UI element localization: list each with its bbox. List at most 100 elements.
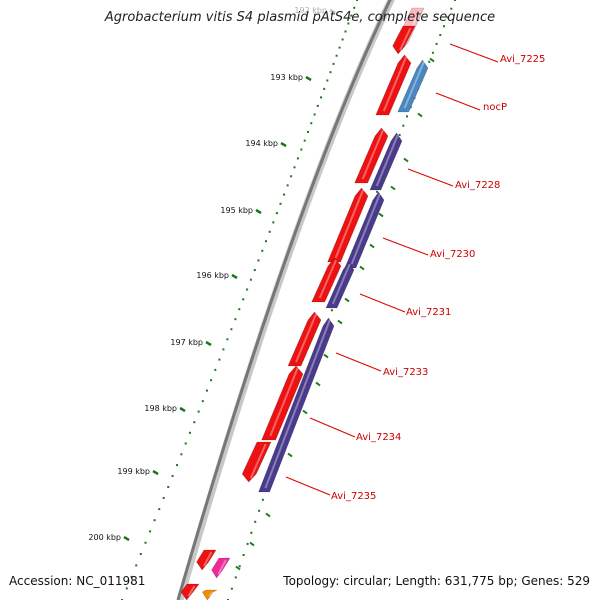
gene-highlight <box>382 56 407 112</box>
gc-dot <box>443 25 445 28</box>
gc-dot <box>435 42 438 45</box>
gene-label-avi-7233[interactable]: Avi_7233 <box>335 352 428 378</box>
gc-dot <box>300 148 303 151</box>
gene-arrow <box>261 365 304 441</box>
kbp-tick: 194 kbp <box>245 139 287 148</box>
label-connector <box>435 92 481 111</box>
gc-dot <box>261 498 264 501</box>
gene-label-avi-7225[interactable]: Avi_7225 <box>449 43 545 65</box>
gene-label-avi-7230[interactable]: Avi_7230 <box>382 237 475 260</box>
kbp-tick: 192 kbp <box>294 6 336 15</box>
gc-dot <box>275 212 278 215</box>
gene-avi-7234[interactable] <box>258 317 335 493</box>
label-connector <box>382 237 429 256</box>
outer-gc-dots <box>227 0 456 600</box>
tick-mark <box>179 406 186 413</box>
gene-label-text: Avi_7233 <box>383 367 428 378</box>
gene-small-2[interactable] <box>180 583 200 600</box>
gene-avi-7225-b[interactable] <box>392 25 416 55</box>
gc-skew-mark <box>315 381 321 387</box>
gc-dot <box>210 379 213 382</box>
gc-dot <box>197 410 200 413</box>
tick-label: 194 kbp <box>245 139 278 148</box>
gc-dot <box>316 104 319 107</box>
gene-highlight <box>249 443 267 479</box>
gc-dot <box>167 486 170 488</box>
gene-highlight <box>208 591 214 597</box>
gene-avi-7228-r[interactable] <box>369 132 403 191</box>
gc-dot <box>246 542 249 545</box>
gene-arrow <box>287 311 322 367</box>
gc-dot <box>283 193 286 196</box>
gc-dot <box>431 51 434 54</box>
tick-mark <box>123 535 130 542</box>
gc-dot <box>171 475 174 477</box>
gc-dot <box>320 96 322 99</box>
gc-dot <box>258 509 261 512</box>
gene-arrow <box>211 557 231 579</box>
gc-dot <box>153 519 156 522</box>
gc-dot <box>176 464 178 467</box>
gc-skew-mark <box>249 541 255 547</box>
gc-skew-mark <box>417 112 423 118</box>
gc-dot <box>125 587 128 590</box>
gene-avi-7228[interactable] <box>354 127 389 184</box>
gene-label-nocp[interactable]: nocP <box>435 92 507 113</box>
gene-highlight <box>361 129 384 180</box>
gc-dot <box>184 442 187 445</box>
gene-avi-7231[interactable] <box>311 257 342 303</box>
gene-arrow <box>392 25 416 55</box>
gene-label-avi-7235[interactable]: Avi_7235 <box>285 476 376 502</box>
kbp-tick: 199 kbp <box>117 467 159 476</box>
accession-text: Accession: NC_011981 <box>9 574 146 588</box>
gene-label-text: Avi_7234 <box>356 432 401 443</box>
summary-text: Topology: circular; Length: 631,775 bp; … <box>283 574 590 588</box>
tick-mark <box>305 75 312 82</box>
gc-dot <box>290 175 293 178</box>
gc-dot <box>376 190 379 193</box>
kbp-tick: 193 kbp <box>270 73 312 82</box>
gene-avi-7231-r[interactable] <box>325 261 355 309</box>
gc-dot <box>428 60 431 63</box>
gc-dot <box>310 122 313 125</box>
gene-avi-7233[interactable] <box>261 365 304 441</box>
gene-label-avi-7228[interactable]: Avi_7228 <box>407 168 500 191</box>
gc-dot <box>144 541 147 544</box>
gene-highlight <box>350 193 381 265</box>
gc-skew-mark <box>265 512 271 518</box>
gene-avi-7235[interactable] <box>241 441 272 483</box>
gc-dot <box>222 348 225 351</box>
tick-mark <box>329 8 336 15</box>
gene-label-avi-7231[interactable]: Avi_7231 <box>359 293 451 318</box>
gc-dot <box>353 6 356 9</box>
gene-avi-7232[interactable] <box>287 311 322 367</box>
label-connector <box>285 476 331 496</box>
gene-orange[interactable] <box>201 589 218 600</box>
gc-dot <box>344 30 347 33</box>
gc-dot <box>406 115 408 118</box>
gc-skew-mark <box>287 452 293 458</box>
gene-avi-7226[interactable] <box>375 54 412 116</box>
gene-label-avi-7234[interactable]: Avi_7234 <box>309 417 401 443</box>
gene-label-text: Avi_7235 <box>331 491 376 502</box>
label-connector <box>359 293 406 313</box>
gene-nocP[interactable] <box>397 59 429 113</box>
kbp-ticks: 192 kbp 193 kbp 194 kbp 195 kbp 196 kbp 197 k… <box>88 6 336 542</box>
gc-dot <box>356 0 358 1</box>
gene-arrow <box>180 583 200 600</box>
gc-dot <box>326 79 329 82</box>
gc-dot <box>238 308 241 311</box>
gc-dot <box>253 269 256 271</box>
tick-label: 199 kbp <box>117 467 150 476</box>
gc-dot <box>261 249 264 252</box>
gc-dot <box>158 508 161 511</box>
gc-skew-mark <box>235 565 241 571</box>
gc-dot <box>446 16 449 19</box>
gene-track <box>180 7 429 600</box>
gc-dot <box>218 358 221 361</box>
gene-arrow <box>369 132 403 191</box>
gene-arrow <box>354 127 389 184</box>
gc-dot <box>268 230 271 233</box>
gene-pink[interactable] <box>211 557 231 579</box>
gene-small-1[interactable] <box>196 549 217 571</box>
